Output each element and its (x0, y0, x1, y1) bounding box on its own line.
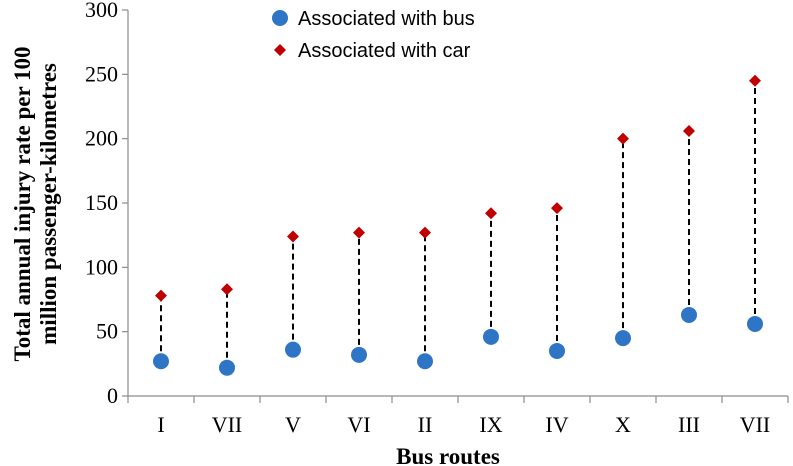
x-tick-label: VII (740, 412, 771, 437)
legend-car-marker (274, 44, 286, 56)
car-point (155, 289, 167, 302)
x-tick-label: IX (479, 412, 502, 437)
car-point (617, 132, 629, 145)
car-point (287, 230, 299, 243)
x-tick-label: VI (347, 412, 370, 437)
car-point (551, 202, 563, 215)
x-tick-label: IV (545, 412, 568, 437)
x-tick-label: X (615, 412, 631, 437)
car-point (221, 283, 233, 296)
bus-point (153, 353, 169, 370)
x-tick-label: I (157, 412, 164, 437)
y-tick-label: 100 (85, 254, 118, 279)
x-tick-label: VII (212, 412, 243, 437)
car-point (749, 74, 761, 87)
y-tick-label: 250 (85, 61, 118, 86)
car-point (683, 124, 695, 137)
car-point (353, 226, 365, 239)
axes: 0 50 100 150 200 250 300 I VII V VI II IX IV X III VII (85, 0, 789, 437)
bus-point (219, 359, 235, 376)
bus-point (351, 346, 367, 363)
y-tick-label: 300 (85, 0, 118, 22)
y-axis-title-line: million passenger-kilometres (36, 63, 61, 345)
x-axis-title: Bus routes (396, 444, 500, 466)
car-point (419, 226, 431, 239)
bus-point (681, 306, 697, 323)
legend-bus-marker (272, 10, 288, 26)
bus-point (549, 342, 565, 359)
connector-lines (160, 80, 756, 368)
bus-point (747, 315, 763, 332)
y-tick-label: 150 (85, 190, 118, 215)
y-tick-label: 50 (96, 319, 118, 344)
y-tick-label: 0 (107, 383, 118, 408)
bus-point (417, 353, 433, 370)
legend: Associated with bus Associated with car (272, 8, 475, 62)
x-tick-label: V (285, 412, 301, 437)
y-axis-title: Total annual injury rate per 100million … (10, 46, 61, 361)
car-point (485, 207, 497, 220)
x-tick-label: III (678, 412, 700, 437)
bus-point (615, 330, 631, 347)
data-marks (153, 74, 763, 376)
bus-point (483, 328, 499, 345)
legend-label-car: Associated with car (298, 40, 471, 62)
y-axis-title-line: Total annual injury rate per 100 (10, 46, 35, 361)
y-tick-label: 200 (85, 126, 118, 151)
bus-point (285, 341, 301, 358)
x-tick-label: II (418, 412, 433, 437)
legend-label-bus: Associated with bus (298, 8, 475, 30)
